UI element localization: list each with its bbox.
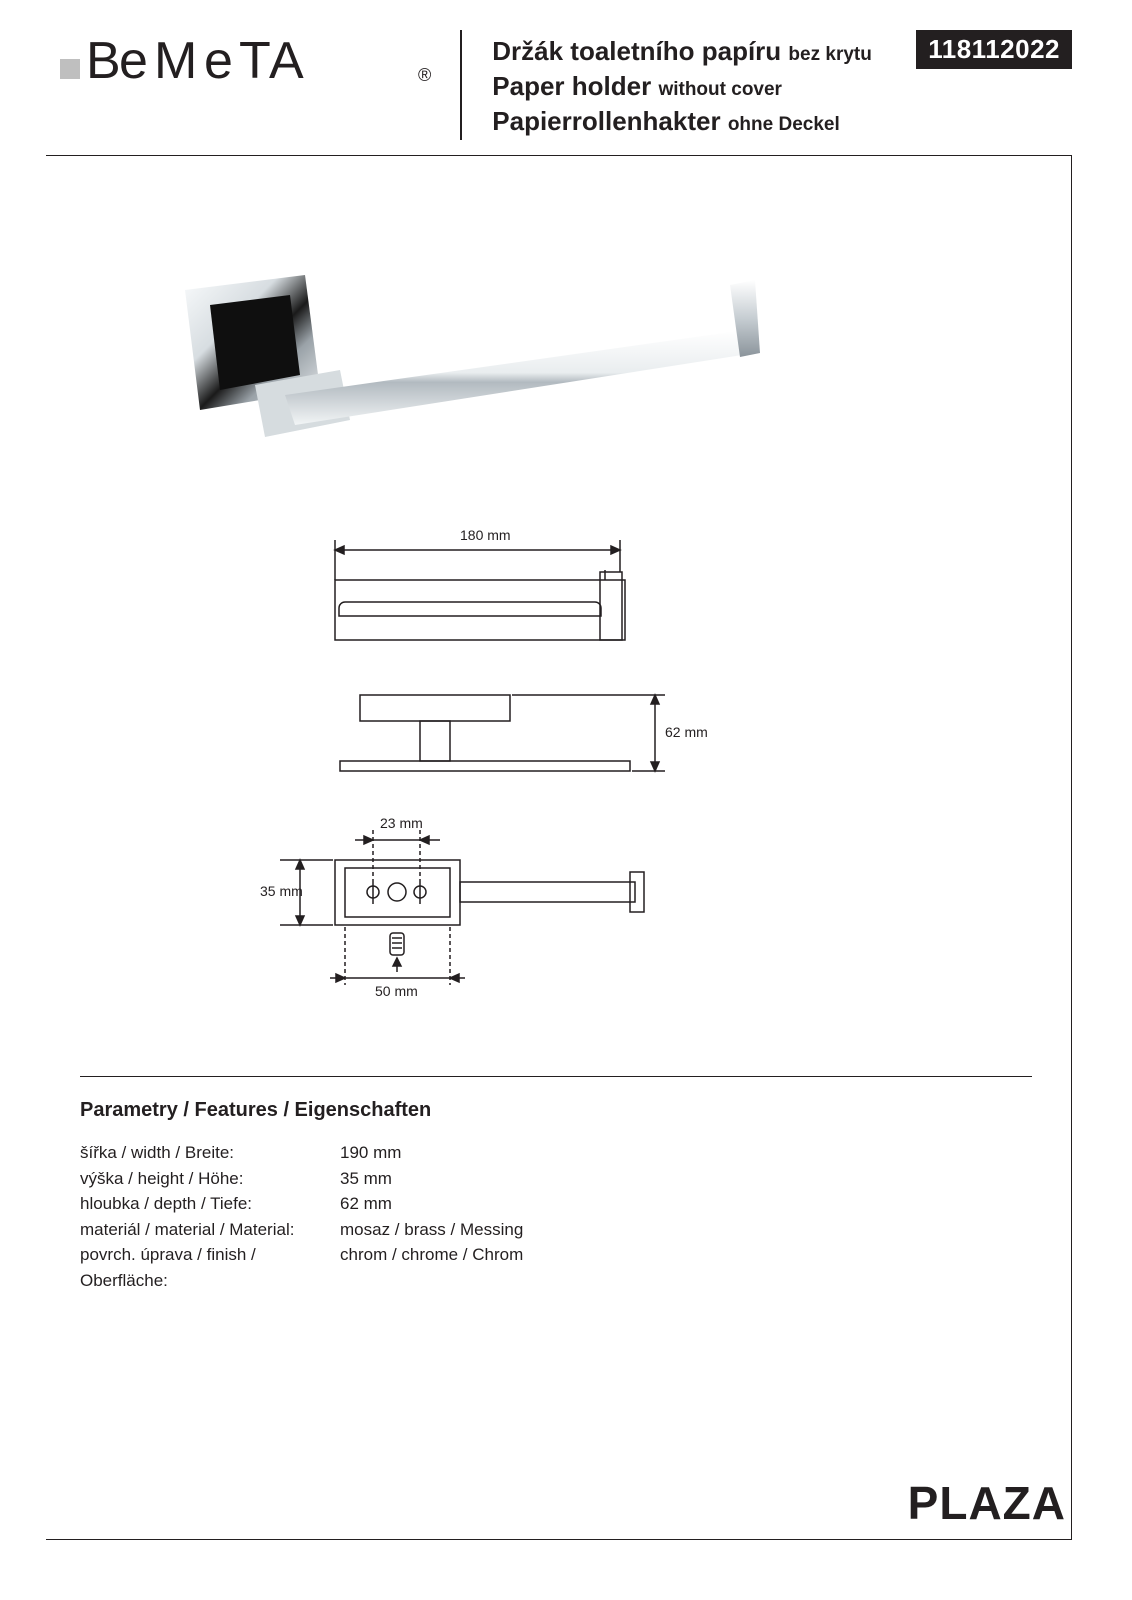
- dim-50: 50 mm: [375, 983, 418, 999]
- feature-label: hloubka / depth / Tiefe:: [80, 1191, 340, 1217]
- product-code-badge: 118112022: [916, 30, 1072, 69]
- feature-row: materiál / material / Material: mosaz / …: [80, 1217, 1032, 1243]
- header-divider: [460, 30, 462, 140]
- feature-label: šířka / width / Breite:: [80, 1140, 340, 1166]
- feature-label: materiál / material / Material:: [80, 1217, 340, 1243]
- product-photo: [155, 225, 775, 455]
- collection-name: PLAZA: [908, 1476, 1066, 1530]
- svg-text:T: T: [239, 34, 272, 90]
- feature-label: povrch. úprava / finish / Oberfläche:: [80, 1242, 340, 1293]
- feature-row: hloubka / depth / Tiefe: 62 mm: [80, 1191, 1032, 1217]
- svg-text:e: e: [119, 34, 149, 90]
- feature-row: povrch. úprava / finish / Oberfläche: ch…: [80, 1242, 1032, 1293]
- feature-value: 35 mm: [340, 1166, 392, 1192]
- features-divider: [80, 1076, 1032, 1077]
- header: B e M e T A ® Držák toaletního papíru be…: [60, 30, 1072, 140]
- logo-square-icon: [60, 59, 80, 79]
- feature-value: 190 mm: [340, 1140, 401, 1166]
- dim-35: 35 mm: [260, 883, 303, 899]
- brand-logo: B e M e T A ®: [60, 30, 430, 104]
- svg-text:e: e: [204, 34, 234, 90]
- features-section: Parametry / Features / Eigenschaften šíř…: [80, 1076, 1032, 1293]
- feature-value: 62 mm: [340, 1191, 392, 1217]
- svg-text:B: B: [86, 34, 122, 90]
- registered-symbol: ®: [418, 65, 432, 86]
- brand-name: B e M e T A: [86, 34, 416, 104]
- title-de-sub: ohne Deckel: [728, 114, 840, 135]
- feature-row: výška / height / Höhe: 35 mm: [80, 1166, 1032, 1192]
- feature-row: šířka / width / Breite: 190 mm: [80, 1140, 1032, 1166]
- feature-value: mosaz / brass / Messing: [340, 1217, 523, 1243]
- title-block: Držák toaletního papíru bez krytu Paper …: [492, 30, 896, 139]
- features-heading: Parametry / Features / Eigenschaften: [80, 1099, 1032, 1122]
- dim-180: 180 mm: [460, 527, 511, 543]
- svg-text:A: A: [269, 34, 305, 90]
- title-de: Papierrollenhakter ohne Deckel: [492, 104, 896, 139]
- brand-wordmark: B e M e T A: [86, 34, 416, 90]
- svg-text:M: M: [154, 34, 198, 90]
- feature-label: výška / height / Höhe:: [80, 1166, 340, 1192]
- title-en-main: Paper holder: [492, 71, 651, 101]
- dim-62: 62 mm: [665, 724, 708, 740]
- title-cs-main: Držák toaletního papíru: [492, 36, 781, 66]
- title-en-sub: without cover: [658, 79, 782, 100]
- technical-drawings: 180 mm 62 mm 23 mm: [260, 510, 900, 1000]
- dim-23: 23 mm: [380, 815, 423, 831]
- title-cs-sub: bez krytu: [788, 44, 871, 65]
- feature-value: chrom / chrome / Chrom: [340, 1242, 523, 1293]
- features-table: šířka / width / Breite: 190 mm výška / h…: [80, 1140, 1032, 1293]
- title-de-main: Papierrollenhakter: [492, 106, 720, 136]
- title-en: Paper holder without cover: [492, 69, 896, 104]
- title-cs: Držák toaletního papíru bez krytu: [492, 34, 896, 69]
